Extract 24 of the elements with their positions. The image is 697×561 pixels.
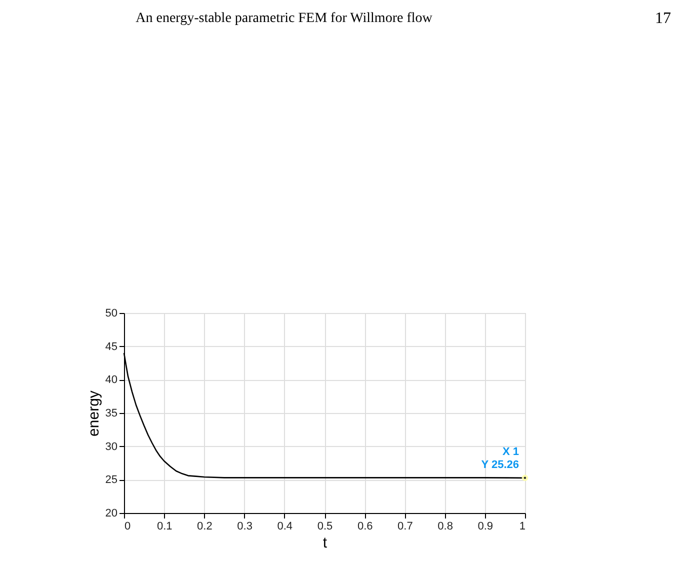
text: An energy-stable parametric FEM for Willmore flow [136,11,434,26]
y-tick-label: 45 [105,340,118,353]
x-tick-label: 0 [124,520,131,532]
x-tick-label: 0.8 [438,520,453,532]
x-tick-label: 0.9 [478,520,494,532]
y-axis-title: energy [85,390,102,436]
x-tick-label: 0.4 [277,520,293,532]
y-tick-label: 30 [105,440,118,453]
x-tick-label: 0.1 [156,520,172,532]
x-axis-title: t [322,534,328,552]
y-tick-label: 20 [105,508,118,520]
annotation: Y 25.26 [481,458,519,471]
y-tick-label: 35 [105,408,118,420]
y-tick-label: 40 [105,374,118,386]
y-tick-label: 25 [105,474,118,486]
y-tick-label: 50 [105,308,118,320]
x-tick-label: 0.7 [398,520,413,532]
x-tick-label: 0.5 [317,520,333,532]
annotation: X 1 [502,446,519,458]
text: 17 [655,10,671,27]
x-tick-label: 0.2 [197,520,212,532]
x-tick-label: 0.3 [237,520,252,532]
x-tick-label: 1 [519,520,526,532]
x-tick-label: 0.6 [357,520,373,532]
